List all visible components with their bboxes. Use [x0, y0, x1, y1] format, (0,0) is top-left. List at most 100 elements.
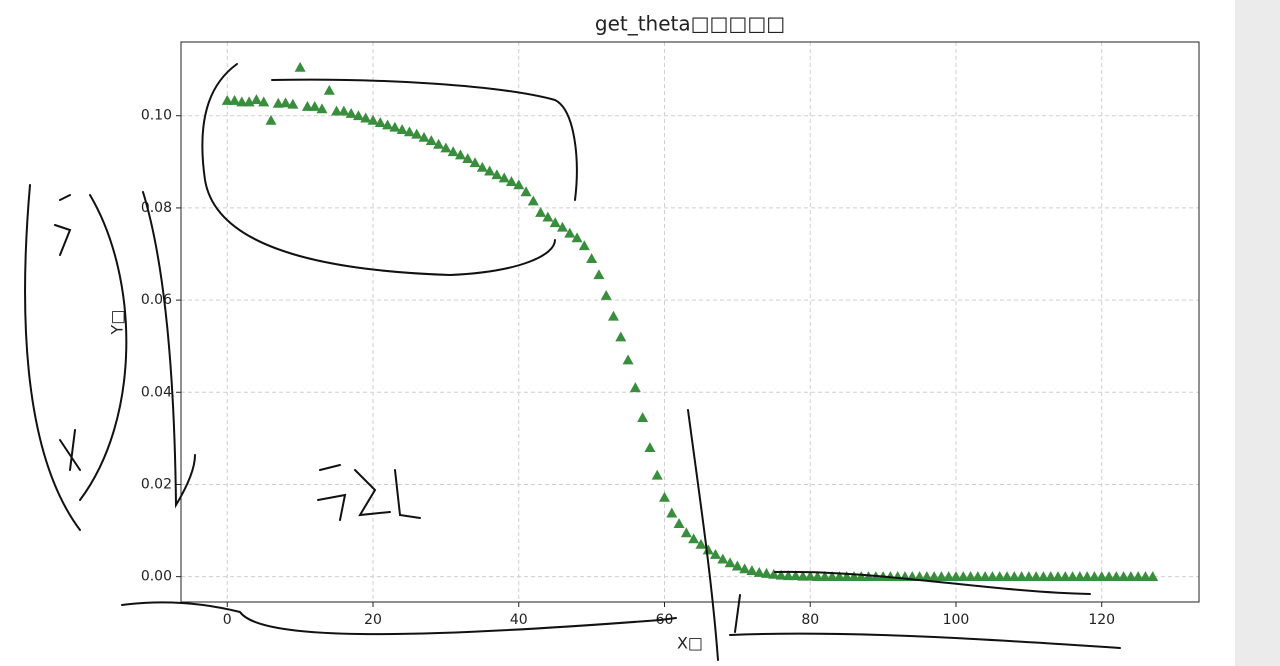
data-point [1023, 571, 1035, 582]
data-point [331, 105, 343, 116]
data-point [469, 157, 481, 168]
data-point [527, 195, 539, 206]
handwriting [24, 63, 1121, 661]
data-point [1125, 571, 1137, 582]
data-point [316, 103, 328, 114]
data-point [280, 97, 292, 108]
data-point [965, 571, 977, 582]
data-point [338, 105, 350, 116]
data-point [658, 491, 670, 502]
data-point [309, 101, 321, 111]
ink-stroke [24, 184, 81, 531]
data-point [396, 124, 408, 134]
data-point [848, 571, 860, 582]
data-point [564, 227, 576, 238]
data-point [440, 142, 452, 153]
data-point [1103, 571, 1115, 582]
ink-stroke [729, 594, 1121, 649]
data-point [1052, 571, 1064, 582]
data-point [753, 567, 765, 577]
data-point [607, 310, 619, 321]
x-axis-label: X□ [677, 634, 703, 653]
data-point [746, 565, 758, 576]
x-tick-label: 40 [510, 612, 528, 628]
data-point [819, 571, 831, 582]
data-point [403, 126, 415, 137]
data-point [972, 571, 984, 582]
data-point [957, 571, 969, 582]
y-axis-label: Y□ [108, 310, 127, 336]
data-point [680, 527, 692, 538]
data-point [702, 544, 714, 555]
data-point [236, 96, 248, 107]
data-point [804, 570, 816, 581]
data-point [1059, 571, 1071, 582]
data-point [535, 207, 547, 217]
data-point [695, 538, 707, 549]
data-point [1008, 571, 1020, 582]
data-point [1030, 571, 1042, 582]
data-point [637, 412, 649, 423]
data-point [782, 570, 794, 581]
data-point [513, 179, 525, 190]
data-point [593, 269, 605, 280]
data-point [1088, 571, 1100, 582]
data-point [943, 571, 955, 582]
data-point [1067, 571, 1079, 582]
y-tick-label: 0.02 [141, 476, 172, 492]
data-point [921, 571, 933, 582]
data-point [272, 97, 284, 108]
data-point [979, 571, 991, 582]
data-point [994, 571, 1006, 582]
data-point [360, 112, 372, 123]
data-point [433, 138, 445, 149]
data-point [505, 176, 517, 187]
data-point [374, 117, 386, 128]
data-point [462, 153, 474, 164]
x-tick-label: 80 [801, 612, 819, 628]
data-point [1001, 571, 1013, 582]
data-point [812, 571, 824, 582]
data-point [265, 114, 277, 125]
data-point [323, 84, 335, 95]
data-point [673, 518, 685, 529]
data-point [855, 571, 867, 582]
ink-stroke [121, 601, 677, 636]
data-point [1139, 571, 1151, 582]
data-point [768, 568, 780, 579]
data-point [622, 354, 634, 365]
ink-stroke [317, 464, 421, 521]
data-point [250, 94, 262, 105]
data-point [476, 161, 488, 172]
data-point [833, 571, 845, 582]
data-point [651, 469, 663, 480]
data-point [229, 95, 241, 105]
data-point [1132, 571, 1144, 582]
data-point [666, 507, 678, 518]
data-point [578, 240, 590, 251]
data-point [724, 557, 736, 568]
data-point [491, 169, 503, 180]
data-point [520, 186, 532, 197]
y-tick-label: 0.10 [141, 108, 172, 124]
y-tick-label: 0.00 [141, 569, 172, 585]
data-point [797, 570, 809, 581]
data-point [629, 382, 641, 393]
ink-stroke [201, 63, 556, 277]
data-point [600, 289, 612, 300]
x-tick-label: 100 [943, 612, 970, 628]
data-point [1074, 571, 1086, 582]
data-point [454, 149, 466, 160]
data-point [935, 571, 947, 582]
data-point [1045, 571, 1057, 582]
plot-frame [180, 41, 1200, 603]
data-point [221, 95, 233, 105]
data-point [710, 549, 722, 559]
data-point [1110, 571, 1122, 582]
data-point [986, 571, 998, 582]
ink-stroke [54, 194, 81, 471]
data-point [1147, 571, 1159, 582]
data-point [914, 571, 926, 582]
